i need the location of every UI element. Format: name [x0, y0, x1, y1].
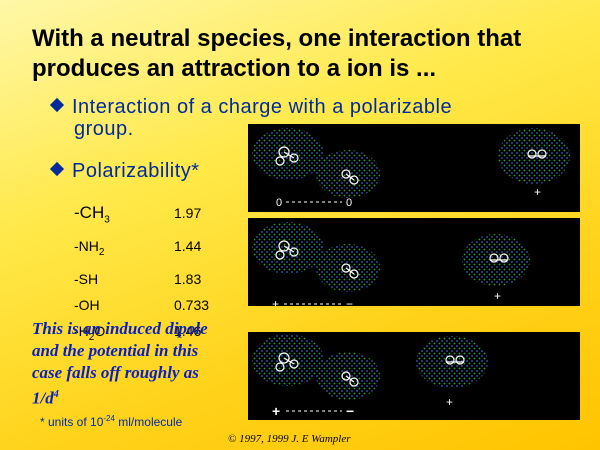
bullet-charge-polarizable: Interaction of a charge with a polarizab…: [49, 96, 552, 140]
electron-cloud: [316, 244, 380, 292]
electron-cloud: [316, 150, 380, 198]
molecule-panel-induced: + − +: [248, 218, 580, 306]
table-row: -OH 0.733: [74, 292, 234, 318]
copyright: © 1997, 1999 J. E Wampler: [228, 433, 351, 445]
ion-charge: +: [494, 289, 501, 303]
group-name: -NH2: [74, 238, 105, 259]
charge-sign: +: [272, 403, 280, 419]
diamond-bullet-icon: [49, 161, 65, 177]
group-name: -CH3: [74, 203, 110, 226]
molecule-structure: [275, 240, 509, 279]
group-value: 1.44: [174, 238, 202, 255]
induced-dipole-note: This is an induced dipole and the potent…: [32, 319, 208, 408]
ion-charge: +: [446, 395, 453, 409]
charge-sign: −: [346, 403, 354, 419]
molecule-panel-neutral: 0 0 +: [248, 124, 580, 212]
group-name: -H2O: [74, 323, 106, 343]
charge-sign: +: [272, 297, 279, 306]
table-row: -SH 1.83: [74, 266, 234, 292]
group-value: 1.83: [174, 271, 202, 288]
bullet-text: Polarizability*: [72, 160, 200, 182]
charge-sign: −: [346, 297, 353, 306]
molecule-structure: [275, 352, 465, 387]
electron-cloud: [316, 352, 380, 400]
slide-title: With a neutral species, one interaction …: [32, 25, 522, 82]
charge-sign: 0: [346, 197, 352, 209]
group-value: 1.46: [174, 323, 202, 340]
group-value: 1.97: [174, 205, 202, 221]
bullet-polarizability: Polarizability*: [49, 160, 200, 182]
group-name: -OH: [74, 297, 100, 314]
charge-sign: 0: [276, 197, 282, 209]
group-value: 0.733: [174, 297, 210, 314]
molecule-structure: [275, 146, 547, 185]
bullet-text-line1: Interaction of a charge with a polarizab…: [72, 96, 453, 118]
diamond-bullet-icon: [49, 97, 65, 113]
group-name: -SH: [74, 271, 99, 288]
bullet-text-line2: group.: [74, 118, 134, 140]
table-row: -H2O 1.46: [74, 318, 234, 351]
ion-charge: +: [534, 185, 541, 199]
units-footnote: * units of 10-24 ml/molecule: [40, 414, 183, 429]
table-row: -NH2 1.44: [74, 233, 234, 266]
polarizability-table: -CH3 1.97 -NH2 1.44 -SH 1.83 -OH 0.733 -…: [74, 200, 234, 351]
molecule-panel-strong-induced: + − +: [248, 332, 580, 420]
table-row: -CH3 1.97: [74, 200, 234, 233]
